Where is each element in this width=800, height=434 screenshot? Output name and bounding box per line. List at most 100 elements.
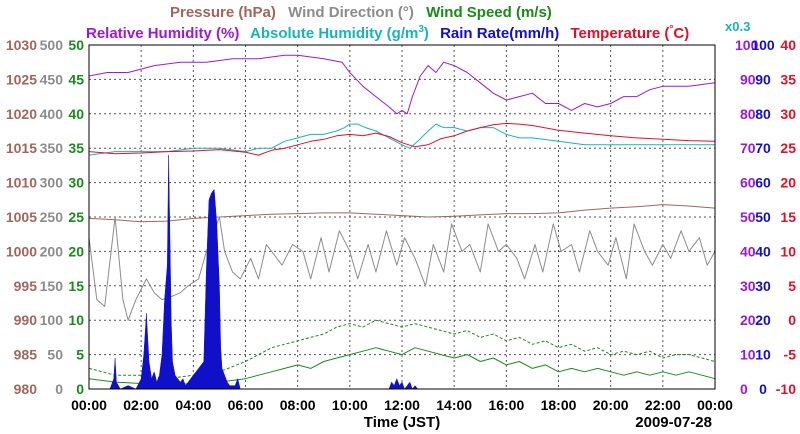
axis-rain-tick-label: 0	[759, 381, 767, 397]
axis-windspeed-tick-label: 0	[76, 381, 84, 397]
axis-rain-tick-label: 90	[755, 71, 771, 87]
axis-humidity-tick-label: 80	[740, 106, 756, 122]
series-rain-rate	[89, 155, 715, 390]
axis-temp-tick-label: 15	[780, 209, 796, 225]
legend-row2: Relative Humidity (%) Absolute Humidity …	[86, 24, 689, 42]
axis-rain-tick-label: 20	[755, 312, 771, 328]
legend-pressure: Pressure (hPa)	[170, 4, 276, 21]
axis-winddir-tick-label: 0	[55, 381, 63, 397]
axis-rain-tick-label: 40	[755, 243, 771, 259]
axis-humidity-tick-label: 40	[740, 243, 756, 259]
x-tick-label: 00:00	[71, 397, 107, 413]
legend-relative-humidity: Relative Humidity (%)	[86, 25, 239, 42]
legend-absolute-humidity: Absolute Humidity (g/m	[250, 25, 418, 42]
x-tick-label: 10:00	[332, 397, 368, 413]
axis-temp-tick-label: 25	[780, 140, 796, 156]
axis-humidity-tick-label: 30	[740, 278, 756, 294]
legend-temperature-unit: C)	[673, 25, 689, 42]
axis-temp-tick-label: 35	[780, 71, 796, 87]
x-tick-label: 12:00	[384, 397, 420, 413]
axis-windspeed-tick-label: 20	[68, 243, 84, 259]
plot-frame	[88, 44, 716, 390]
x-tick-label: 08:00	[280, 397, 316, 413]
axis-winddir-tick-label: 400	[40, 106, 64, 122]
axis-pressure-tick-label: 1015	[6, 140, 37, 156]
axes-group: 9809859909951000100510101015102010251030…	[6, 37, 796, 413]
axis-humidity-tick-label: 70	[740, 140, 756, 156]
axis-pressure-tick-label: 990	[14, 312, 38, 328]
grid	[89, 45, 715, 389]
axis-windspeed-tick-label: 40	[68, 106, 84, 122]
axis-temp-tick-label: 40	[780, 37, 796, 53]
series-temperature	[88, 122, 716, 156]
legend-rain-rate: Rain Rate(mm/h)	[440, 25, 559, 42]
series-pressure	[88, 204, 716, 223]
axis-windspeed-tick-label: 30	[68, 175, 84, 191]
axis-humidity-tick-label: 90	[740, 71, 756, 87]
axis-temp-tick-label: -5	[784, 347, 797, 363]
series-wind-speed-max	[88, 319, 716, 380]
x-axis-title: Time (JST)	[364, 414, 440, 431]
legend-wind-speed: Wind Speed (m/s)	[426, 4, 552, 21]
legend-absolute-humidity-sup: 3	[418, 24, 424, 35]
axis-pressure-tick-label: 980	[14, 381, 38, 397]
axis-temp-tick-label: 20	[780, 175, 796, 191]
axis-humidity-tick-label: 60	[740, 175, 756, 191]
axis-winddir-tick-label: 250	[40, 209, 64, 225]
x-tick-label: 18:00	[541, 397, 577, 413]
axis-humidity-tick-label: 50	[740, 209, 756, 225]
axis-windspeed-tick-label: 35	[68, 140, 84, 156]
x-tick-label: 16:00	[488, 397, 524, 413]
axis-windspeed-tick-label: 45	[68, 71, 84, 87]
legend-temperature-deg: °	[669, 24, 673, 35]
axis-winddir-tick-label: 450	[40, 71, 64, 87]
axis-humidity-tick-label: 20	[740, 312, 756, 328]
axis-winddir-tick-label: 50	[47, 347, 63, 363]
axis-rain-tick-label: 80	[755, 106, 771, 122]
x-tick-label: 04:00	[175, 397, 211, 413]
axis-temp-tick-label: 30	[780, 106, 796, 122]
legend-wind-direction: Wind Direction (°)	[288, 4, 414, 21]
axis-winddir-tick-label: 300	[40, 175, 64, 191]
axis-temp-tick-label: 0	[788, 312, 796, 328]
axis-pressure-tick-label: 1020	[6, 106, 37, 122]
axis-winddir-tick-label: 500	[40, 37, 64, 53]
legend-temperature: Temperature (	[570, 25, 669, 42]
legend-scale-note: x0.3	[725, 19, 750, 34]
axis-pressure-tick-label: 1030	[6, 37, 37, 53]
axis-winddir-tick-label: 150	[40, 278, 64, 294]
legend-row1: Pressure (hPa) Wind Direction (°) Wind S…	[170, 4, 552, 21]
axis-pressure-tick-label: 985	[14, 347, 38, 363]
axis-temp-tick-label: 5	[788, 278, 796, 294]
axis-pressure-tick-label: 1010	[6, 175, 37, 191]
series-wind-direction	[88, 216, 716, 321]
axis-rain-tick-label: 10	[755, 347, 771, 363]
date-label: 2009-07-28	[635, 414, 712, 431]
series-relative-humidity	[88, 54, 716, 115]
series-group	[88, 54, 716, 390]
x-tick-label: 00:00	[697, 397, 733, 413]
axis-rain-tick-label: 100	[751, 37, 775, 53]
axis-temp-tick-label: 10	[780, 243, 796, 259]
axis-pressure-tick-label: 1025	[6, 71, 37, 87]
legend-absolute-humidity-close: )	[424, 25, 429, 42]
x-tick-label: 22:00	[645, 397, 681, 413]
axis-rain-tick-label: 70	[755, 140, 771, 156]
axis-rain-tick-label: 30	[755, 278, 771, 294]
axis-pressure-tick-label: 1005	[6, 209, 37, 225]
axis-winddir-tick-label: 200	[40, 243, 64, 259]
axis-rain-tick-label: 50	[755, 209, 771, 225]
axis-winddir-tick-label: 100	[40, 312, 64, 328]
x-tick-label: 06:00	[228, 397, 264, 413]
axis-windspeed-tick-label: 10	[68, 312, 84, 328]
axis-temp-tick-label: -10	[776, 381, 796, 397]
series-wind-speed-mean	[88, 347, 716, 386]
series-absolute-humidity-x0-3	[88, 123, 715, 156]
axis-pressure-tick-label: 1000	[6, 243, 37, 259]
axis-humidity-tick-label: 10	[740, 347, 756, 363]
x-tick-label: 20:00	[593, 397, 629, 413]
axis-humidity-tick-label: 100	[735, 37, 759, 53]
axis-windspeed-tick-label: 5	[76, 347, 84, 363]
axis-windspeed-tick-label: 50	[68, 37, 84, 53]
